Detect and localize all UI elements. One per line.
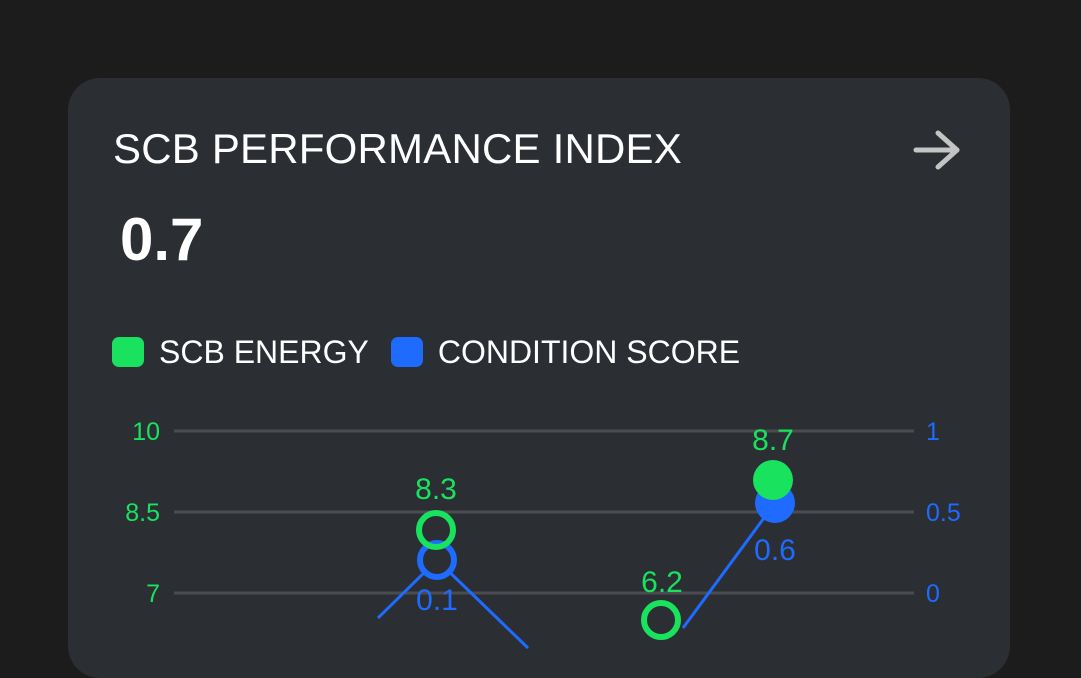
legend-label: SCB ENERGY	[159, 334, 369, 370]
right-axis-tick: 0	[926, 580, 940, 608]
right-axis-tick: 0.5	[926, 499, 961, 527]
legend-label: CONDITION SCORE	[437, 334, 741, 370]
left-axis-tick: 8.5	[125, 499, 160, 527]
scb-energy-point[interactable]	[641, 600, 681, 640]
arrow-right-icon[interactable]	[913, 128, 963, 172]
right-axis-tick: 1	[926, 418, 940, 446]
condition-score-line	[681, 502, 777, 629]
legend-item-scb-energy[interactable]: SCB ENERGY	[112, 334, 369, 370]
scb-energy-point-label: 8.3	[415, 473, 457, 506]
scb-energy-point-label: 6.2	[641, 566, 683, 599]
condition-score-point-label: 0.6	[754, 534, 796, 567]
legend-swatch-blue	[390, 337, 423, 367]
headline-value: 0.7	[120, 206, 204, 273]
legend-swatch-green	[112, 337, 144, 367]
scb-energy-point[interactable]	[416, 510, 456, 550]
scb-energy-point[interactable]	[753, 460, 793, 500]
line-chart: 10 8.5 7 1 0.5 0 8.3 6.2 8.7 0.1 0.6	[125, 418, 961, 650]
performance-card: SCB PERFORMANCE INDEX 0.7 SCB ENERGY CON…	[68, 78, 1010, 678]
left-axis-tick: 10	[132, 418, 160, 446]
left-axis-tick: 7	[146, 580, 160, 608]
card-title: SCB PERFORMANCE INDEX	[113, 125, 682, 172]
chart-legend: SCB ENERGY CONDITION SCORE	[112, 334, 762, 370]
scb-energy-point-label: 8.7	[752, 424, 794, 457]
condition-score-point[interactable]	[417, 540, 457, 580]
legend-item-condition-score[interactable]: CONDITION SCORE	[390, 334, 741, 370]
condition-score-point-label: 0.1	[416, 584, 458, 617]
